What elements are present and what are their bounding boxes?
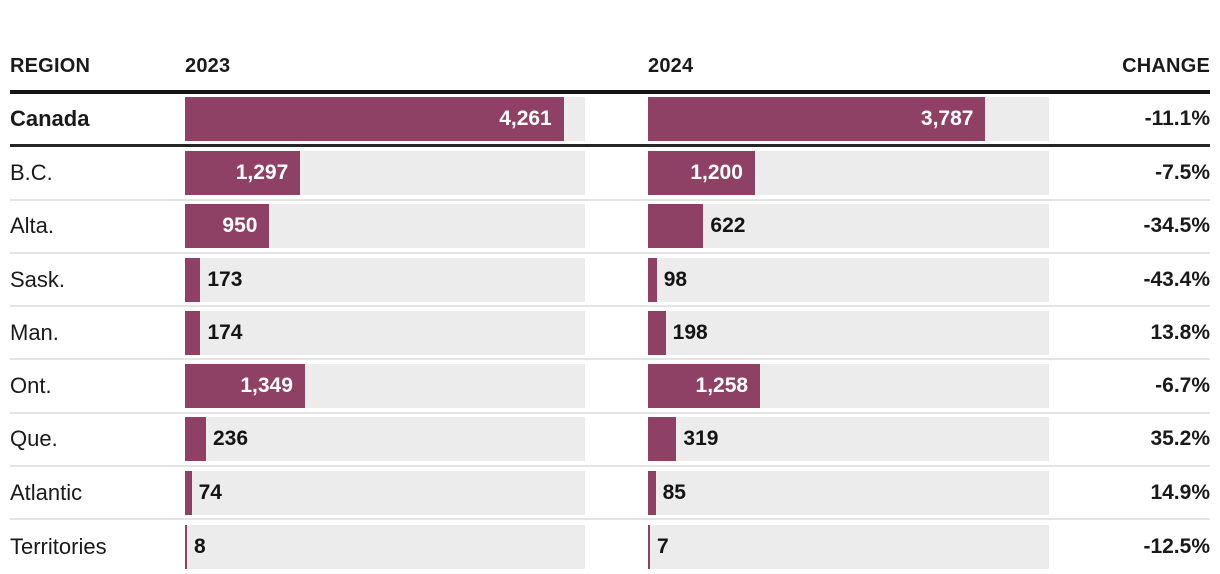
bar-track-2023: 173 xyxy=(185,257,585,302)
change-value: -6.7% xyxy=(1155,374,1210,398)
bar-track-2024: 622 xyxy=(648,204,1049,249)
table-row: Territories 8 7 -12.5% xyxy=(10,520,1210,573)
header-region: REGION xyxy=(10,55,91,77)
bar-2023 xyxy=(185,204,270,249)
region-label: Canada xyxy=(10,106,90,132)
region-label: Sask. xyxy=(10,266,66,292)
bar-value-2024: 85 xyxy=(662,480,686,504)
table-row: Man. 174 198 13.8% xyxy=(10,307,1210,361)
region-label: Ont. xyxy=(10,373,52,399)
bar-2024 xyxy=(648,257,657,302)
bar-track-2023: 74 xyxy=(185,470,585,515)
bar-2024 xyxy=(648,525,650,570)
bar-2023 xyxy=(185,150,301,195)
bar-value-2023: 8 xyxy=(194,535,206,559)
table-row: Sask. 173 98 -43.4% xyxy=(10,254,1210,308)
table-row: B.C. 1,297 1,200 -7.5% xyxy=(10,147,1210,201)
table-header: REGION 2023 2024 CHANGE xyxy=(10,0,1210,94)
region-label: B.C. xyxy=(10,159,53,185)
bar-value-2024: 98 xyxy=(663,267,688,291)
change-value: 13.8% xyxy=(1150,320,1210,344)
bar-value-2024: 3,787 xyxy=(920,107,974,131)
bar-track-2023: 8 xyxy=(185,525,585,570)
bar-value-2023: 236 xyxy=(212,427,249,451)
bar-track-2024: 1,200 xyxy=(648,150,1049,195)
bar-2024 xyxy=(648,417,677,462)
region-label: Man. xyxy=(10,319,59,345)
region-label: Que. xyxy=(10,426,58,452)
bar-track-2024: 85 xyxy=(648,470,1049,515)
bar-value-2023: 950 xyxy=(222,214,258,238)
table-row: Ont. 1,349 1,258 -6.7% xyxy=(10,360,1210,414)
table-row: Que. 236 319 35.2% xyxy=(10,414,1210,468)
header-2024: 2024 xyxy=(648,55,694,77)
header-change: CHANGE xyxy=(1122,55,1210,77)
bar-value-2024: 7 xyxy=(657,535,669,559)
change-value: -11.1% xyxy=(1144,107,1210,131)
bar-value-2023: 74 xyxy=(198,480,222,504)
bar-value-2024: 622 xyxy=(710,214,746,238)
bar-track-2023: 1,297 xyxy=(185,150,585,195)
bar-value-2023: 174 xyxy=(207,320,243,344)
bar-track-2024: 198 xyxy=(648,310,1049,355)
bar-2023 xyxy=(185,257,201,302)
bar-2023 xyxy=(185,525,187,570)
bar-track-2023: 174 xyxy=(185,310,585,355)
bar-2024 xyxy=(648,310,666,355)
change-value: -12.5% xyxy=(1143,535,1210,559)
bar-track-2023: 950 xyxy=(185,204,585,249)
table-row: Canada 4,261 3,787 -11.1% xyxy=(10,94,1210,148)
table-row: Alta. 950 622 -34.5% xyxy=(10,201,1210,254)
bar-2024 xyxy=(648,204,704,249)
bar-track-2023: 1,349 xyxy=(185,364,585,409)
bar-track-2024: 7 xyxy=(648,525,1049,570)
bar-value-2023: 173 xyxy=(207,267,243,291)
bar-track-2023: 4,261 xyxy=(185,97,585,142)
bar-2023 xyxy=(185,310,201,355)
table-body: Canada 4,261 3,787 -11.1% B.C. 1,297 1,2… xyxy=(10,94,1210,574)
bar-value-2024: 198 xyxy=(672,320,708,344)
bar-value-2024: 1,200 xyxy=(690,160,743,184)
bar-value-2023: 4,261 xyxy=(499,107,552,131)
bar-2024 xyxy=(648,97,986,142)
change-value: 35.2% xyxy=(1150,427,1210,451)
bar-2024 xyxy=(648,364,761,409)
region-label: Territories xyxy=(10,534,107,560)
bar-value-2024: 1,258 xyxy=(695,374,749,398)
change-value: -7.5% xyxy=(1155,160,1210,184)
header-2023: 2023 xyxy=(185,55,231,77)
bar-value-2023: 1,349 xyxy=(240,374,293,398)
region-label: Atlantic xyxy=(10,479,83,505)
bar-2023 xyxy=(185,417,206,462)
bar-2024 xyxy=(648,470,656,515)
bar-value-2023: 1,297 xyxy=(235,160,289,184)
bar-value-2024: 319 xyxy=(683,427,719,451)
bar-2023 xyxy=(185,97,564,142)
bar-track-2024: 98 xyxy=(648,257,1049,302)
change-value: -34.5% xyxy=(1143,214,1210,238)
bar-2023 xyxy=(185,470,192,515)
change-value: 14.9% xyxy=(1150,480,1210,504)
bar-track-2024: 3,787 xyxy=(648,97,1049,142)
bar-track-2024: 1,258 xyxy=(648,364,1049,409)
region-label: Alta. xyxy=(10,213,55,239)
bar-2024 xyxy=(648,150,755,195)
bar-track-2024: 319 xyxy=(648,417,1049,462)
table-row: Atlantic 74 85 14.9% xyxy=(10,467,1210,521)
change-value: -43.4% xyxy=(1143,267,1210,291)
bar-track-2023: 236 xyxy=(185,417,585,462)
bar-2023 xyxy=(185,364,305,409)
